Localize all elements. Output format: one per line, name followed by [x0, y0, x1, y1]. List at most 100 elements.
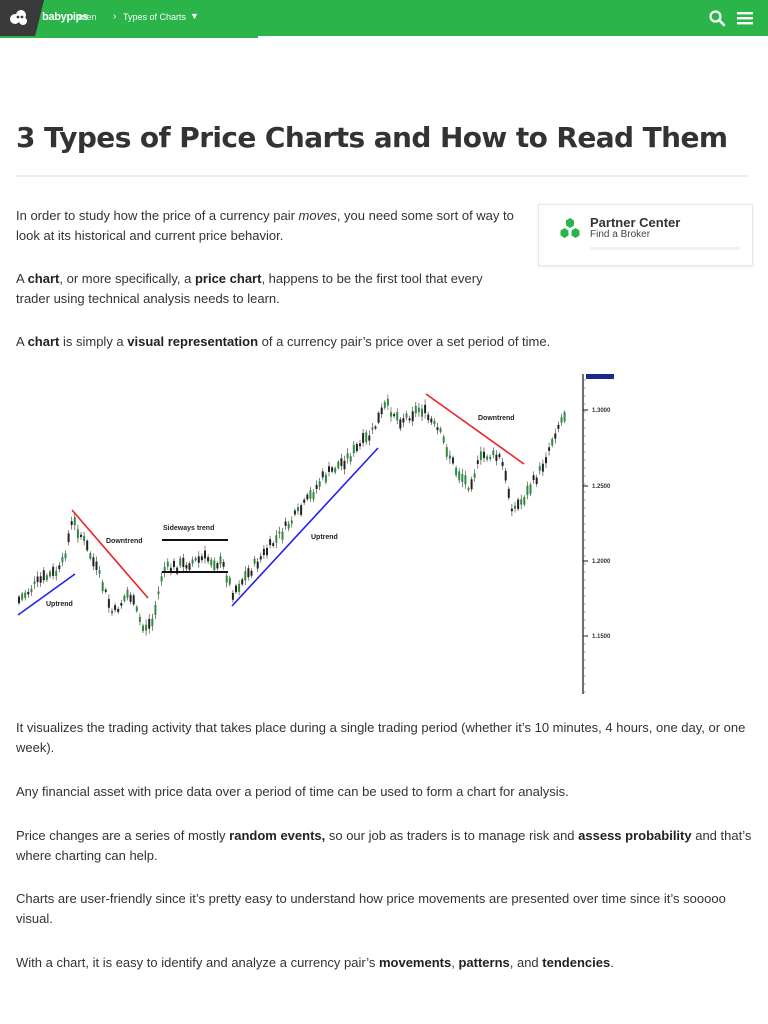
candle-body [197, 556, 200, 563]
candle-body [176, 567, 179, 574]
search-icon[interactable] [708, 9, 726, 27]
candle-body [256, 561, 259, 569]
candle-body [557, 424, 560, 429]
paragraph-trading-period: It visualizes the trading activity that … [16, 720, 746, 755]
candle-body [67, 533, 70, 543]
candle-body [390, 412, 392, 417]
candle-body [151, 618, 154, 627]
candle-body [399, 419, 402, 429]
paragraph-random-events: Price changes are a series of mostly ran… [16, 828, 752, 863]
candle-body [163, 566, 166, 573]
candle-body [380, 407, 383, 415]
candle-body [160, 576, 163, 582]
candle-body [318, 481, 321, 487]
uptrend-line-1 [17, 573, 76, 616]
candle-body [42, 570, 45, 581]
candle-body [284, 521, 287, 526]
candle-body [538, 466, 541, 471]
logo-text[interactable]: babypips [42, 11, 88, 23]
top-nav-bar: babypips arten › Types of Charts ▼ [0, 0, 768, 36]
candle-body [427, 414, 430, 421]
downtrend-line-1 [71, 509, 149, 599]
candle-body [417, 407, 420, 413]
hamburger-menu-icon[interactable] [736, 10, 754, 26]
candle-body [461, 474, 464, 483]
candle-body [371, 427, 374, 430]
candle-body [45, 575, 48, 580]
candle-body [439, 428, 442, 432]
candle-body [479, 451, 482, 461]
term-chart: chart [27, 271, 60, 286]
candle-body [563, 411, 566, 422]
candle-body [560, 417, 563, 423]
candle-body [142, 625, 144, 631]
candle-body [334, 467, 337, 473]
candle-body [300, 505, 303, 515]
candle-body [259, 556, 262, 560]
candle-body [80, 534, 82, 538]
candle-body [442, 436, 445, 443]
green-hexagon-cluster-icon [560, 218, 580, 238]
paragraph-visual-representation: A chart is simply a visual representatio… [16, 334, 551, 349]
candle-body [548, 447, 551, 451]
candle-body [396, 412, 399, 421]
candle-body [365, 432, 368, 442]
candle-body [393, 414, 396, 417]
candle-body [157, 591, 160, 595]
term-visual-representation: visual representation [127, 334, 259, 349]
term-price-chart: price chart [194, 271, 262, 286]
candle-body [526, 485, 529, 496]
candle-body [104, 589, 107, 592]
price-tick-label: 1.3000 [592, 408, 611, 414]
babypips-logo-icon [10, 10, 27, 25]
annotation-sideways: Sideways trend [163, 525, 214, 532]
candle-body [250, 570, 253, 576]
candle-body [210, 559, 213, 566]
candle-body [352, 444, 355, 454]
annotation-uptrend-1: Uptrend [46, 601, 73, 608]
candle-body [272, 543, 275, 546]
candle-body [545, 457, 547, 464]
reading-progress-bar [0, 36, 258, 38]
candle-body [414, 405, 417, 414]
breadcrumb-parent[interactable]: arten [76, 12, 97, 22]
candle-body [64, 553, 67, 559]
candle-body [61, 556, 64, 563]
candle-body [436, 427, 439, 431]
uptrend-line-2 [231, 447, 379, 607]
paragraph-financial-asset: Any financial asset with price data over… [16, 784, 569, 799]
candle-body [424, 404, 427, 414]
candle-body [262, 548, 265, 556]
candle-body [374, 426, 377, 429]
candle-body [39, 576, 42, 583]
candle-body [30, 588, 33, 593]
find-a-broker-link[interactable]: Find a Broker [590, 229, 651, 240]
candle-body [169, 567, 172, 572]
dropdown-caret-icon[interactable]: ▼ [190, 11, 199, 21]
logo-badge[interactable] [0, 0, 44, 36]
paragraph-movements-patterns: With a chart, it is easy to identify and… [16, 955, 614, 970]
candle-body [117, 608, 120, 612]
term-random-events: random events, [229, 828, 326, 843]
candle-body [495, 454, 498, 461]
breadcrumb-current[interactable]: Types of Charts [123, 12, 187, 22]
candle-body [346, 453, 349, 459]
candle-body [95, 561, 98, 570]
candlesticks [18, 394, 566, 636]
partner-center-card[interactable]: Partner Center Find a Broker [538, 204, 753, 266]
candle-body [386, 398, 389, 406]
candle-body [445, 447, 448, 457]
candle-body [337, 461, 340, 469]
candle-body [464, 475, 467, 485]
annotation-downtrend-1: Downtrend [106, 538, 143, 545]
candle-body [483, 451, 485, 459]
price-chart-svg: Uptrend Downtrend Sideways trend Uptrend… [17, 374, 614, 694]
candle-body [368, 435, 371, 441]
emphasis-moves: moves [298, 208, 337, 223]
candle-body [166, 561, 169, 567]
candle-body [129, 594, 132, 602]
candle-body [204, 550, 206, 559]
candle-body [452, 457, 454, 464]
candle-body [98, 570, 101, 574]
candle-body [507, 488, 510, 498]
